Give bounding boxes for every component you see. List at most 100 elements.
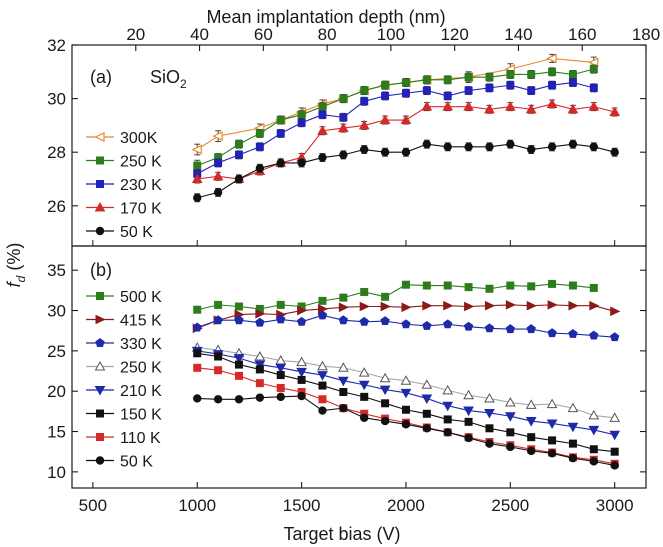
data-point [443,319,453,329]
data-point [360,145,369,154]
data-point [525,103,537,114]
data-point [548,279,557,288]
data-point [610,447,619,456]
data-point [588,409,600,420]
data-point [547,300,558,310]
data-point [297,391,306,401]
data-point [568,139,578,149]
data-point [360,392,369,401]
data-point [401,89,410,98]
data-point [546,419,558,429]
data-point [567,422,579,433]
data-point [193,305,202,314]
data-point [484,392,495,403]
data-point [527,446,536,456]
data-point [464,417,473,426]
data-point [339,150,348,160]
legend-marker [96,409,104,418]
y-tick-label-b: 10 [47,463,66,482]
data-point [610,306,621,317]
data-point [193,363,202,372]
data-point [527,433,536,442]
data-point [401,302,412,313]
data-point [338,315,349,325]
data-point [526,300,537,311]
data-point [546,398,558,409]
legend-label: 330 K [120,336,162,353]
data-point [254,360,266,371]
data-point [589,65,598,74]
data-point [484,103,495,114]
data-point [485,439,494,448]
data-point [360,413,369,423]
data-point [214,366,223,375]
data-point [339,94,348,103]
data-point [297,305,308,316]
data-point [297,158,306,168]
data-point [527,70,536,79]
y-tick-label-b: 20 [47,382,66,401]
data-point [401,405,410,414]
data-point [337,376,349,387]
data-point [339,293,348,302]
data-point [339,113,348,122]
data-point [567,103,579,114]
legend-label: 210 K [120,383,162,400]
data-point [276,392,285,402]
data-point [609,106,621,116]
panel-a-annotation: SiO2 [150,67,187,91]
data-point [422,424,432,433]
legend-label: 250 K [120,154,162,171]
data-point [401,319,411,329]
data-point [360,287,369,296]
data-point [463,406,474,417]
panel-b-frame [71,245,647,489]
data-point [358,380,370,391]
data-point [422,300,433,311]
data-point [317,371,328,381]
data-point [421,379,433,389]
legend-label: 170 K [120,201,162,218]
data-point [464,301,475,312]
data-point [275,363,287,374]
data-point [234,371,243,380]
data-point [422,409,431,418]
data-point [318,381,327,390]
data-point [588,425,600,436]
data-point [192,322,202,332]
data-point [379,385,391,396]
data-point [338,302,350,313]
data-point [400,114,412,125]
data-point [421,101,433,111]
data-point [443,142,452,152]
legend-marker [96,180,104,188]
data-point [547,142,557,152]
data-point [234,174,244,184]
data-point [506,70,515,79]
legend-marker [94,132,105,142]
data-point [317,125,328,135]
data-point [484,300,496,311]
legend-marker [95,314,106,325]
data-point [442,384,454,395]
panel-a-label: (a) [90,67,112,87]
x-tick-label-bottom: 2000 [387,496,425,515]
data-point [213,315,223,325]
data-point [212,131,223,142]
x-tick-label-bottom: 1000 [178,496,216,515]
data-point [276,116,285,125]
data-point [464,73,473,82]
data-point [379,372,391,383]
legend-marker [95,226,105,236]
data-point [610,461,619,470]
data-point [401,148,411,157]
x-tick-label-bottom: 3000 [596,496,634,515]
legend-label: 500 K [120,289,162,306]
data-point [234,315,244,325]
data-point [193,161,202,170]
data-point [504,412,516,422]
data-point [547,449,557,458]
legend-marker [96,292,104,300]
data-point [380,416,390,426]
